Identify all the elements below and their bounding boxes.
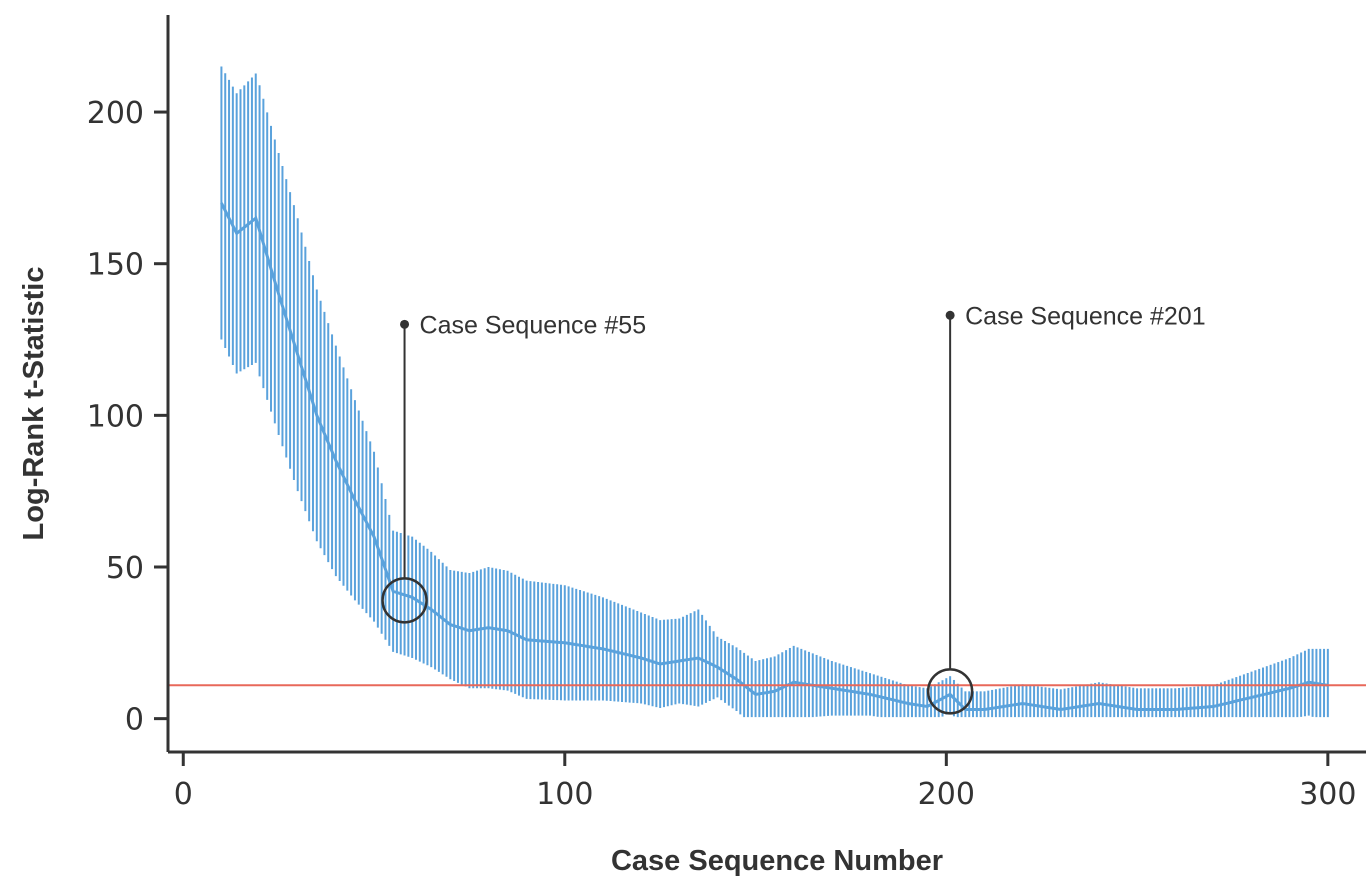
y-tick-label: 100 [87,399,144,434]
series-center-line [220,202,1329,712]
x-tick-label: 300 [1299,777,1356,812]
y-tick-label: 0 [125,703,144,738]
annotations: Case Sequence #55 Case Sequence #201 [381,302,1206,715]
annotation-label: Case Sequence #55 [420,311,647,339]
x-tick-label: 100 [536,777,593,812]
x-axis-ticks: 0 100 200 300 [174,752,1356,812]
y-axis-ticks: 0 50 100 150 200 [87,96,168,738]
y-axis-title: Log-Rank t-Statistic [18,267,50,541]
y-tick-label: 50 [106,551,144,586]
annotation-dot [400,319,410,329]
x-tick-label: 200 [918,777,975,812]
annotation-dot [945,310,955,320]
x-axis-title: Case Sequence Number [611,845,943,877]
annotation-label: Case Sequence #201 [965,302,1205,330]
y-tick-label: 150 [87,248,144,283]
confidence-interval-bars [220,66,1329,718]
y-tick-label: 200 [87,96,144,131]
x-tick-label: 0 [174,777,193,812]
